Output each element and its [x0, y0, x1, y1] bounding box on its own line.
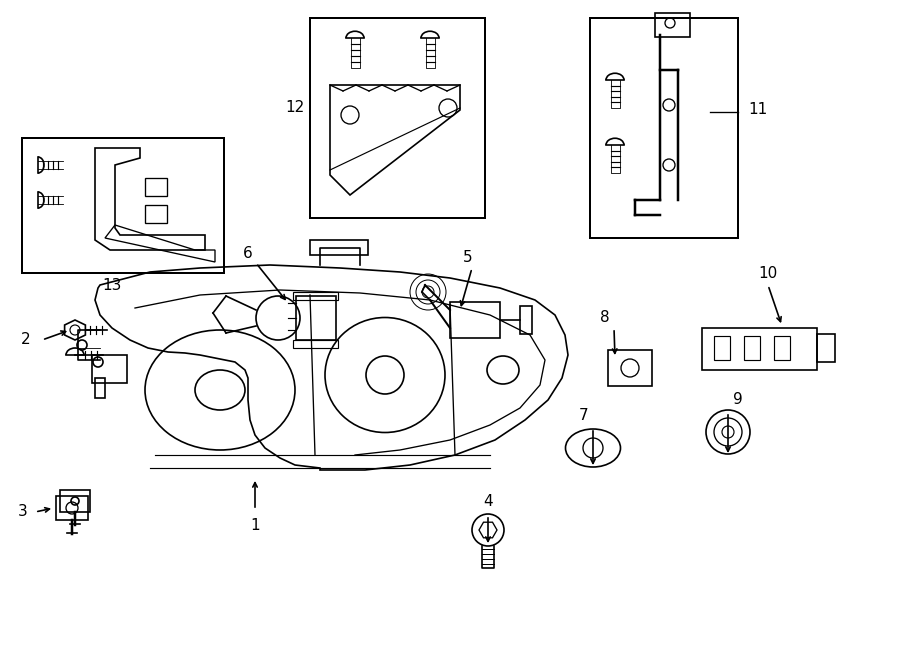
Bar	[310, 18, 485, 218]
Text: 6: 6	[243, 245, 253, 260]
Text: 1: 1	[250, 518, 260, 533]
Bar	[145, 178, 167, 196]
Bar	[145, 205, 167, 223]
Bar	[60, 490, 90, 512]
Bar	[22, 138, 224, 273]
Text: 3: 3	[18, 504, 28, 520]
Text: 11: 11	[748, 102, 767, 118]
Text: 12: 12	[286, 100, 305, 116]
Bar	[92, 355, 127, 383]
Bar	[774, 336, 790, 360]
Bar	[56, 496, 88, 520]
Bar	[590, 18, 738, 238]
Bar	[293, 340, 338, 348]
Bar	[655, 13, 690, 37]
Text: 2: 2	[21, 332, 30, 348]
Bar	[702, 328, 817, 370]
Text: 13: 13	[103, 278, 122, 293]
Bar	[817, 334, 835, 362]
Bar	[608, 350, 652, 386]
Text: 4: 4	[483, 494, 493, 510]
Bar	[293, 292, 338, 300]
Bar	[296, 296, 336, 340]
Bar	[310, 240, 368, 255]
Bar	[714, 336, 730, 360]
Text: 7: 7	[579, 408, 588, 424]
Bar	[95, 378, 105, 398]
Text: 10: 10	[759, 266, 778, 282]
Text: 8: 8	[600, 311, 610, 325]
Text: 5: 5	[464, 249, 472, 264]
Bar	[450, 302, 500, 338]
Bar	[744, 336, 760, 360]
Bar	[520, 306, 532, 334]
Text: 9: 9	[733, 391, 742, 407]
